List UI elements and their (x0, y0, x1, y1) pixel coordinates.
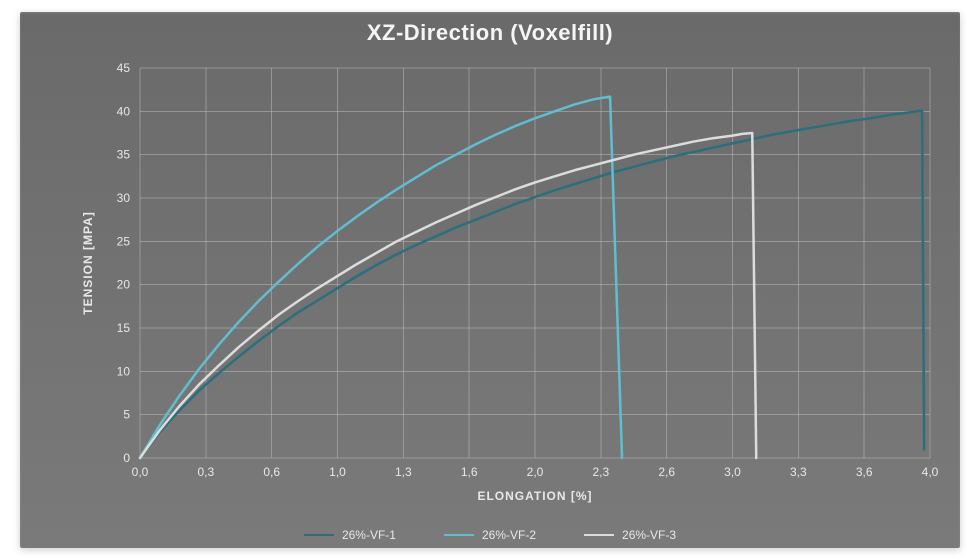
legend-item-26%-VF-2: 26%-VF-2 (444, 528, 536, 542)
legend-label: 26%-VF-2 (482, 528, 536, 542)
svg-text:0,6: 0,6 (263, 465, 280, 479)
svg-text:1,3: 1,3 (395, 465, 412, 479)
y-axis-ticks: 0 5 10 15 20 25 30 35 40 45 (117, 61, 131, 465)
svg-text:0: 0 (123, 451, 130, 465)
series-26%-VF-3 (140, 133, 756, 458)
legend-swatch (304, 534, 334, 536)
chart-series (140, 97, 924, 458)
svg-text:3,0: 3,0 (724, 465, 741, 479)
svg-text:35: 35 (117, 148, 131, 162)
chart-grid (140, 68, 930, 458)
legend-label: 26%-VF-3 (622, 528, 676, 542)
svg-text:3,6: 3,6 (856, 465, 873, 479)
chart-legend: 26%-VF-1 26%-VF-2 26%-VF-3 (20, 525, 960, 542)
legend-item-26%-VF-1: 26%-VF-1 (304, 528, 396, 542)
svg-text:40: 40 (117, 104, 131, 118)
svg-text:0,3: 0,3 (197, 465, 214, 479)
svg-text:1,0: 1,0 (329, 465, 346, 479)
x-axis-label: ELONGATION [%] (477, 489, 592, 503)
svg-text:30: 30 (117, 191, 131, 205)
svg-text:4,0: 4,0 (922, 465, 939, 479)
svg-text:2,0: 2,0 (527, 465, 544, 479)
svg-text:2,3: 2,3 (592, 465, 609, 479)
legend-swatch (584, 534, 614, 536)
svg-text:15: 15 (117, 321, 131, 335)
y-axis-label: TENSION [MPA] (81, 211, 95, 314)
svg-text:10: 10 (117, 364, 131, 378)
series-26%-VF-2 (140, 97, 622, 458)
svg-text:0,0: 0,0 (132, 465, 149, 479)
chart-card: XZ-Direction (Voxelfill) 0 5 10 15 20 25 30 35 4… (20, 12, 960, 548)
svg-text:20: 20 (117, 278, 131, 292)
svg-text:25: 25 (117, 234, 131, 248)
svg-text:45: 45 (117, 61, 131, 75)
chart-svg: 0 5 10 15 20 25 30 35 40 45 0,0 0,3 0,6 1,0 1,3 1,6 2,0… (20, 12, 960, 548)
legend-label: 26%-VF-1 (342, 528, 396, 542)
chart-title: XZ-Direction (Voxelfill) (20, 20, 960, 46)
legend-swatch (444, 534, 474, 536)
x-axis-ticks: 0,0 0,3 0,6 1,0 1,3 1,6 2,0 2,3 2,6 3,0 3,3 3,6 4,0 (132, 465, 939, 479)
svg-text:3,3: 3,3 (790, 465, 807, 479)
svg-text:2,6: 2,6 (658, 465, 675, 479)
svg-text:5: 5 (123, 408, 130, 422)
svg-text:1,6: 1,6 (461, 465, 478, 479)
legend-item-26%-VF-3: 26%-VF-3 (584, 528, 676, 542)
